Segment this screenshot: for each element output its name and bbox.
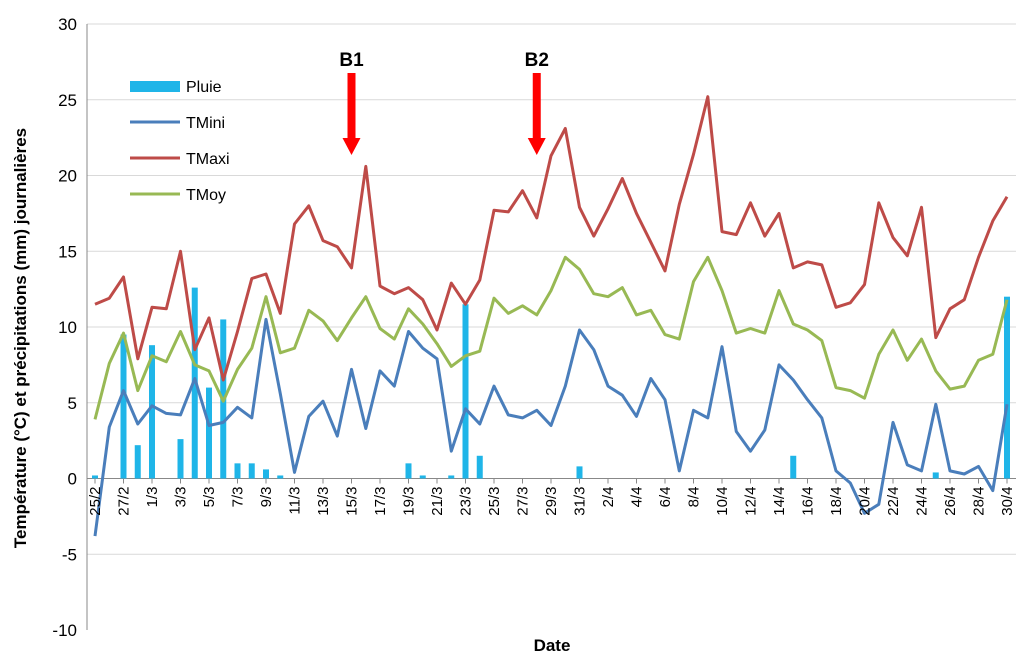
legend-label: TMoy — [186, 187, 226, 204]
legend-label: TMini — [186, 115, 225, 132]
y-tick-labels: 30 25 20 15 10 5 0 -5 -10 — [52, 15, 77, 640]
rain-bar — [405, 463, 412, 479]
y-tick-label: 10 — [58, 318, 77, 337]
rain-bar — [234, 463, 241, 479]
x-tick-label: 25/3 — [486, 487, 503, 516]
x-tick-label: 31/3 — [572, 487, 589, 516]
y-tick-label: 5 — [68, 394, 77, 413]
x-tick-label: 29/3 — [543, 487, 560, 516]
x-tick-label: 7/3 — [230, 487, 247, 508]
x-tick-label: 25/2 — [87, 487, 104, 516]
rain-bar — [149, 345, 155, 479]
x-tick-label: 12/4 — [743, 487, 760, 516]
x-tick-label: 17/3 — [372, 487, 389, 516]
x-tick-label: 5/3 — [201, 487, 218, 508]
x-tick-labels: 25/2 27/2 1/3 3/3 5/3 7/3 9/3 11/3 13/3 15/3 17/3 1… — [87, 478, 1016, 516]
x-tick-label: 8/4 — [686, 487, 703, 508]
rain-bar — [277, 475, 284, 479]
rain-bar — [462, 304, 469, 479]
x-tick-label: 30/4 — [999, 487, 1016, 516]
x-tick-label: 1/3 — [144, 487, 161, 508]
rain-bar — [419, 475, 426, 479]
x-tick-label: 3/3 — [173, 487, 190, 508]
x-tick-label: 4/4 — [629, 487, 646, 508]
x-tick-label: 22/4 — [885, 487, 902, 516]
x-tick-label: 15/3 — [344, 487, 361, 516]
series-line-tmaxi — [94, 95, 1009, 382]
x-tick-label: 16/4 — [800, 487, 817, 516]
legend-swatch-pluie — [130, 81, 180, 92]
x-tick-label: 18/4 — [828, 487, 845, 516]
annotation-label: B2 — [525, 50, 549, 71]
y-tick-label: 15 — [58, 242, 77, 261]
rain-bar — [1004, 296, 1010, 479]
rain-bar — [263, 469, 269, 479]
y-tick-label: 25 — [58, 91, 77, 110]
annotation-arrow — [527, 73, 546, 155]
x-tick-label: 19/3 — [401, 487, 418, 516]
y-tick-label: 0 — [68, 470, 77, 489]
rain-bar — [92, 475, 98, 479]
x-tick-label: 11/3 — [287, 487, 304, 515]
legend: Pluie TMini TMaxi TMoy — [130, 79, 230, 204]
rain-bar — [576, 466, 583, 479]
rain-bar — [120, 334, 127, 479]
annotations: B1 B2 — [339, 50, 549, 155]
annotation-arrow — [342, 73, 361, 155]
x-tick-label: 9/3 — [258, 487, 275, 508]
x-tick-label: 26/4 — [942, 487, 959, 516]
temperature-lines — [93, 95, 1009, 537]
x-tick-label: 28/4 — [971, 487, 988, 516]
rain-bar — [476, 455, 483, 479]
rain-bar — [134, 445, 141, 479]
x-tick-label: 21/3 — [429, 487, 446, 516]
x-axis-title: Date — [534, 636, 571, 653]
x-tick-label: 27/2 — [116, 487, 133, 516]
x-tick-label: 2/4 — [600, 487, 617, 508]
y-axis-title: Température (°C) et précipitations (mm) … — [11, 128, 30, 548]
x-tick-label: 23/3 — [458, 487, 475, 516]
annotation-label: B1 — [339, 50, 364, 71]
x-tick-label: 6/4 — [657, 487, 674, 508]
x-tick-label: 20/4 — [857, 487, 874, 516]
x-tick-label: 14/4 — [771, 487, 788, 516]
series-line-tmini — [93, 317, 1009, 537]
x-tick-label: 13/3 — [315, 487, 332, 516]
rain-bar — [790, 455, 797, 479]
rain-bar — [206, 387, 212, 479]
rain-bar — [448, 475, 455, 479]
y-tick-label: 20 — [58, 167, 77, 186]
series-line-tmoy — [93, 255, 1009, 420]
x-tick-label: 10/4 — [714, 487, 731, 516]
rain-bar — [932, 472, 939, 479]
rain-bar — [248, 463, 255, 479]
x-tick-label: 24/4 — [914, 487, 931, 516]
legend-label: TMaxi — [186, 151, 230, 168]
rain-bar — [177, 439, 184, 479]
x-tick-label: 27/3 — [515, 487, 532, 516]
y-tick-label: -10 — [52, 621, 77, 640]
gridlines — [87, 23, 1016, 555]
y-tick-label: 30 — [58, 15, 77, 34]
legend-label: Pluie — [186, 79, 222, 96]
y-tick-label: -5 — [62, 545, 77, 564]
